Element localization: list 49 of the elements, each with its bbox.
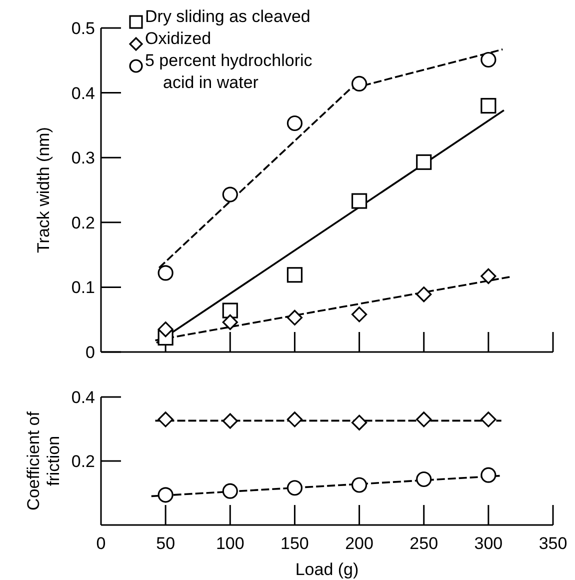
point (416, 286, 432, 302)
y-axis-title: Track width (nm) (34, 127, 53, 253)
point (480, 268, 496, 284)
y-tick-label: 0.4 (71, 84, 95, 103)
y-tick-label: 0.2 (71, 452, 95, 471)
x-tick-label: 150 (280, 534, 309, 553)
point (222, 314, 238, 330)
y-tick-label: 0 (86, 342, 95, 362)
point (351, 414, 368, 430)
point (286, 267, 303, 283)
point (286, 310, 303, 326)
x-tick-label: 250 (410, 534, 438, 553)
point (351, 477, 368, 493)
legend-label: 5 percent hydrochloric acid in water (145, 51, 313, 92)
point (416, 471, 432, 488)
point (222, 483, 238, 499)
y-tick-label: 0.1 (71, 278, 95, 298)
x-tick-label: 350 (538, 534, 568, 553)
point (351, 193, 368, 209)
point (158, 487, 174, 503)
y-axis-title: Coefficient of friction (24, 411, 63, 510)
legend-label: Dry sliding as cleaved (145, 7, 310, 26)
point (416, 154, 432, 170)
point (416, 412, 432, 428)
y-tick-label: 0.3 (71, 148, 95, 168)
point (286, 115, 303, 132)
point (480, 52, 496, 68)
point (158, 265, 174, 281)
y-tick-label: 0.4 (71, 388, 95, 407)
x-tick-label: 300 (474, 534, 503, 553)
y-tick-label: 0.5 (71, 18, 95, 38)
point (480, 467, 496, 483)
point (351, 306, 368, 322)
point (158, 412, 174, 428)
point (222, 302, 238, 318)
point (222, 186, 238, 202)
x-tick-label: 50 (156, 534, 176, 553)
point (286, 412, 303, 428)
point (480, 412, 496, 428)
point (480, 98, 496, 114)
point (222, 413, 238, 429)
x-axis-title: Load (g) (295, 560, 359, 579)
point (158, 322, 174, 338)
y-tick-label: 0.2 (71, 213, 95, 232)
point (286, 480, 303, 496)
x-tick-label: 200 (345, 534, 374, 553)
x-tick-label: 100 (216, 534, 244, 553)
point (351, 76, 368, 92)
legend-label: Oxidized (145, 29, 212, 48)
